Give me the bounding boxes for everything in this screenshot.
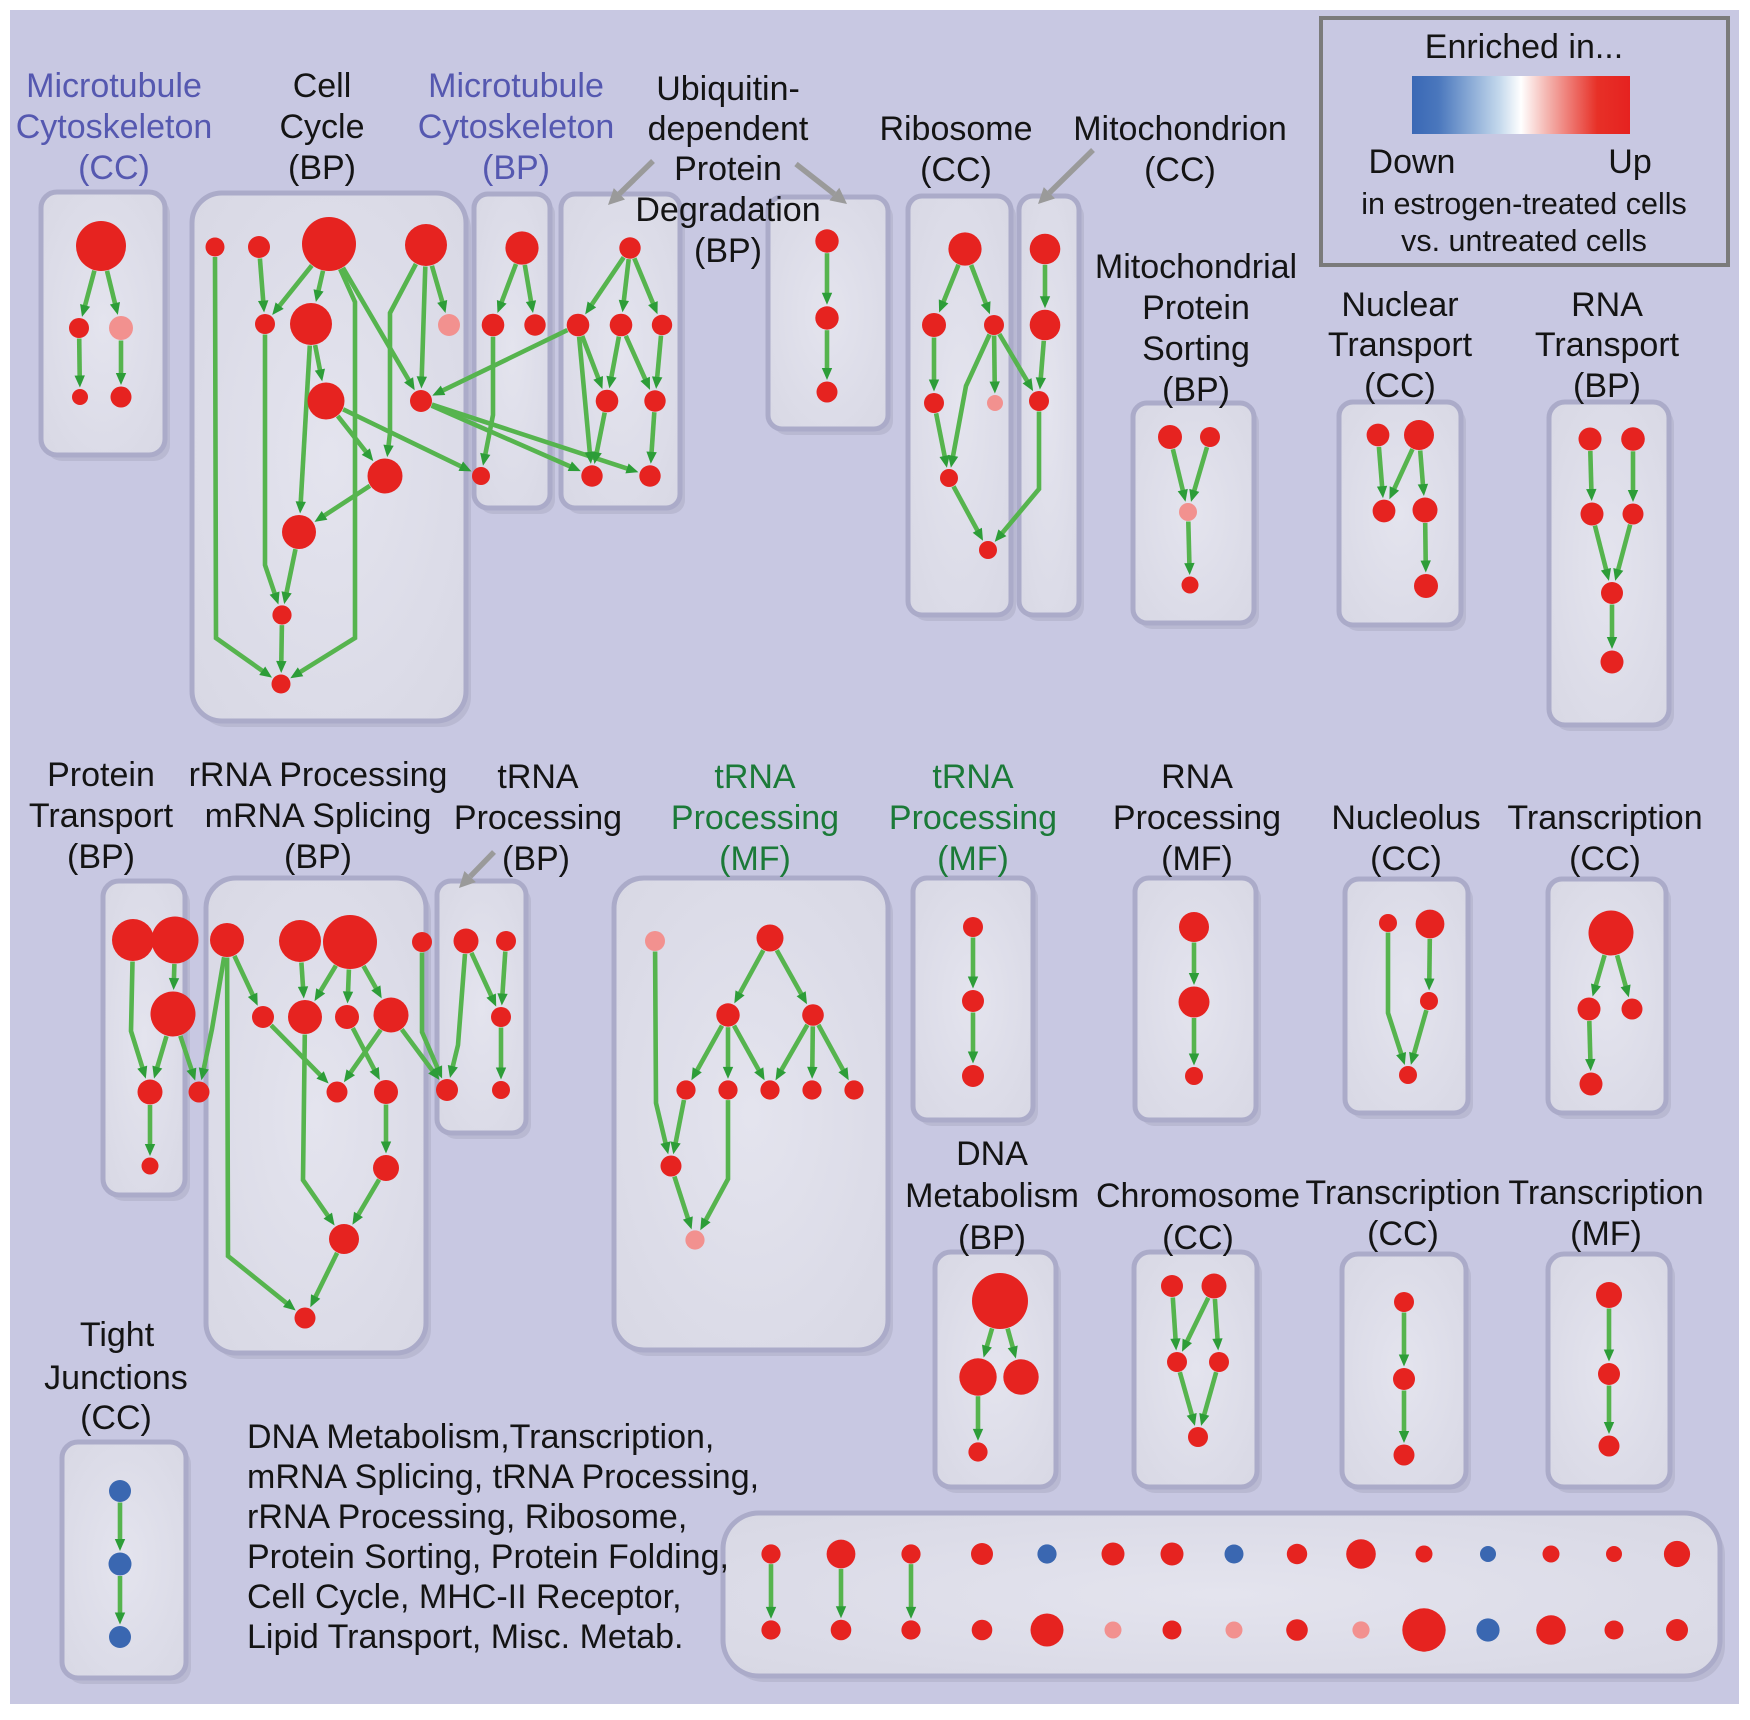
svg-text:vs. untreated cells: vs. untreated cells — [1401, 224, 1647, 258]
svg-text:Microtubule: Microtubule — [26, 67, 202, 105]
svg-text:Junctions: Junctions — [44, 1359, 188, 1397]
svg-text:(MF): (MF) — [1570, 1215, 1642, 1253]
svg-text:Protein: Protein — [1142, 289, 1250, 327]
svg-text:(BP): (BP) — [288, 149, 356, 187]
svg-text:Transport: Transport — [1535, 326, 1680, 364]
svg-text:Tight: Tight — [80, 1316, 155, 1354]
svg-text:RNA: RNA — [1571, 286, 1643, 324]
svg-text:Transport: Transport — [1328, 326, 1473, 364]
svg-text:Microtubule: Microtubule — [428, 67, 604, 105]
svg-text:Enriched in...: Enriched in... — [1425, 28, 1623, 66]
svg-text:(BP): (BP) — [502, 840, 570, 878]
svg-text:(BP): (BP) — [1573, 367, 1641, 405]
svg-text:Chromosome: Chromosome — [1096, 1177, 1300, 1215]
svg-text:(CC): (CC) — [80, 1399, 152, 1437]
svg-text:tRNA: tRNA — [714, 758, 796, 796]
svg-text:Ubiquitin-: Ubiquitin- — [656, 70, 800, 108]
svg-text:Processing: Processing — [889, 799, 1057, 837]
svg-text:(CC): (CC) — [78, 149, 150, 187]
svg-text:(CC): (CC) — [1162, 1219, 1234, 1257]
svg-text:Processing: Processing — [671, 799, 839, 837]
svg-text:RNA: RNA — [1161, 758, 1233, 796]
svg-text:Cell Cycle, MHC-II Receptor,: Cell Cycle, MHC-II Receptor, — [247, 1578, 682, 1616]
svg-text:Ribosome: Ribosome — [879, 110, 1032, 148]
svg-text:(CC): (CC) — [1367, 1215, 1439, 1253]
svg-text:Processing: Processing — [454, 799, 622, 837]
svg-text:tRNA: tRNA — [497, 758, 579, 796]
svg-text:Cytoskeleton: Cytoskeleton — [418, 108, 615, 146]
svg-text:mRNA Splicing: mRNA Splicing — [205, 797, 432, 835]
svg-text:(BP): (BP) — [482, 149, 550, 187]
svg-text:(BP): (BP) — [694, 232, 762, 270]
svg-text:(CC): (CC) — [920, 151, 992, 189]
svg-text:tRNA: tRNA — [932, 758, 1014, 796]
svg-text:(BP): (BP) — [284, 838, 352, 876]
svg-text:mRNA Splicing, tRNA Processing: mRNA Splicing, tRNA Processing, — [247, 1458, 759, 1496]
svg-text:Mitochondrion: Mitochondrion — [1073, 110, 1287, 148]
svg-text:Transport: Transport — [29, 797, 174, 835]
svg-text:DNA Metabolism,Transcription,: DNA Metabolism,Transcription, — [247, 1418, 714, 1456]
svg-text:Nucleolus: Nucleolus — [1331, 799, 1480, 837]
svg-text:(MF): (MF) — [937, 840, 1009, 878]
svg-text:Protein Sorting, Protein Foldi: Protein Sorting, Protein Folding, — [247, 1538, 729, 1576]
svg-text:DNA: DNA — [956, 1135, 1028, 1173]
svg-text:(MF): (MF) — [1161, 840, 1233, 878]
svg-text:Metabolism: Metabolism — [905, 1177, 1079, 1215]
svg-text:Up: Up — [1608, 143, 1651, 181]
svg-text:Lipid Transport, Misc. Metab.: Lipid Transport, Misc. Metab. — [247, 1618, 684, 1656]
svg-text:(BP): (BP) — [67, 838, 135, 876]
svg-text:Cytoskeleton: Cytoskeleton — [16, 108, 213, 146]
svg-text:rRNA Processing, Ribosome,: rRNA Processing, Ribosome, — [247, 1498, 687, 1536]
svg-text:(CC): (CC) — [1569, 840, 1641, 878]
svg-text:(CC): (CC) — [1364, 367, 1436, 405]
svg-text:(CC): (CC) — [1370, 840, 1442, 878]
svg-text:Protein: Protein — [47, 756, 155, 794]
svg-text:(BP): (BP) — [1162, 371, 1230, 409]
svg-text:Transcription: Transcription — [1508, 1174, 1703, 1212]
svg-text:Nuclear: Nuclear — [1341, 286, 1458, 324]
svg-text:Cell: Cell — [293, 67, 352, 105]
svg-text:rRNA Processing: rRNA Processing — [189, 756, 448, 794]
svg-text:Transcription: Transcription — [1305, 1174, 1500, 1212]
svg-text:Protein: Protein — [674, 150, 782, 188]
svg-text:(CC): (CC) — [1144, 151, 1216, 189]
svg-text:Processing: Processing — [1113, 799, 1281, 837]
svg-text:Degradation: Degradation — [635, 191, 820, 229]
svg-text:Down: Down — [1369, 143, 1456, 181]
svg-text:(MF): (MF) — [719, 840, 791, 878]
svg-text:in estrogen-treated cells: in estrogen-treated cells — [1361, 187, 1687, 221]
svg-text:Mitochondrial: Mitochondrial — [1095, 248, 1297, 286]
svg-text:(BP): (BP) — [958, 1219, 1026, 1257]
svg-text:Cycle: Cycle — [279, 108, 364, 146]
svg-text:Sorting: Sorting — [1142, 330, 1250, 368]
svg-text:Transcription: Transcription — [1507, 799, 1702, 837]
svg-text:dependent: dependent — [648, 110, 809, 148]
